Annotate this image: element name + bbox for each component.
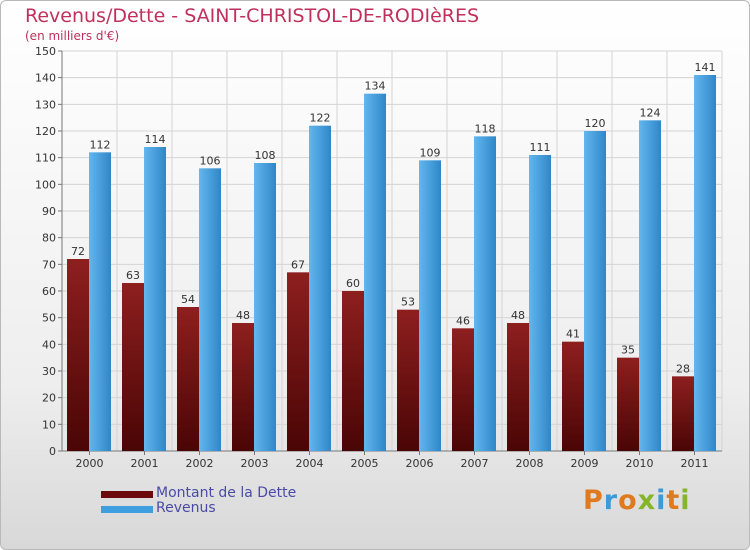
x-tick-label: 2003 [241,457,269,470]
legend-label-dette: Montant de la Dette [156,485,297,501]
bar-dette [562,341,584,451]
legend-swatch-dette [101,491,153,498]
bar-value-label: 114 [145,133,166,146]
x-tick-label: 2008 [516,457,544,470]
x-tick-label: 2002 [186,457,214,470]
proxiti-logo: Proxiti [583,485,691,516]
x-tick-label: 2005 [351,457,379,470]
bar-value-label: 111 [530,141,551,154]
x-tick-label: 2001 [131,457,159,470]
legend-label-revenus: Revenus [156,500,216,516]
y-tick-label: 0 [49,445,56,458]
bar-revenus [694,75,716,451]
bar-value-label: 54 [181,293,195,306]
x-tick-label: 2004 [296,457,324,470]
bar-value-label: 124 [640,106,661,119]
x-tick-label: 2006 [406,457,434,470]
bar-value-label: 46 [456,314,470,327]
bar-dette [232,323,254,451]
bar-revenus [639,120,661,451]
bar-value-label: 60 [346,277,360,290]
bar-dette [342,291,364,451]
y-tick-label: 60 [42,285,56,298]
bar-revenus [364,93,386,452]
y-tick-label: 10 [42,418,56,431]
y-tick-label: 50 [42,312,56,325]
y-tick-label: 20 [42,392,56,405]
bar-revenus [89,152,111,452]
bar-value-label: 28 [676,362,690,375]
y-tick-label: 100 [35,178,56,191]
legend-swatch-revenus [101,506,153,513]
x-tick-label: 2007 [461,457,489,470]
bar-value-label: 35 [621,344,635,357]
bar-dette [122,283,144,451]
y-tick-label: 130 [35,98,56,111]
bar-dette [617,357,639,451]
bar-revenus [529,155,551,451]
y-tick-label: 90 [42,205,56,218]
bar-revenus [254,163,276,451]
bar-value-label: 112 [90,138,111,151]
y-tick-label: 110 [35,152,56,165]
bar-value-label: 63 [126,269,140,282]
y-tick-label: 40 [42,338,56,351]
grid [61,50,723,452]
bar-dette [397,309,419,451]
x-tick-label: 2009 [571,457,599,470]
y-tick-label: 140 [35,72,56,85]
bars [67,75,716,452]
chart-subtitle: (en milliers d'€) [25,29,120,43]
bar-dette [287,272,309,451]
bar-value-label: 118 [475,122,496,135]
axes: 0 10 20 30 40 50 60 70 80 90 100 110 120 130 140 150 200… [35,45,722,470]
data-labels: 72 63 54 48 67 60 53 46 48 41 35 28 112 114 106 108 122 1… [71,61,716,375]
chart-title: Revenus/Dette - SAINT-CHRISTOL-DE-RODIèR… [25,5,480,27]
bar-revenus [584,131,606,451]
bar-dette [507,323,529,451]
bar-value-label: 134 [365,80,386,93]
bar-dette [67,259,89,451]
bar-revenus [309,125,331,452]
bar-value-label: 106 [200,154,221,167]
x-tick-label: 2000 [76,457,104,470]
bar-value-label: 67 [291,258,305,271]
y-tick-label: 70 [42,258,56,271]
bar-value-label: 72 [71,245,85,258]
x-tick-label: 2011 [681,457,709,470]
bar-value-label: 122 [310,112,331,125]
x-tick-label: 2010 [626,457,654,470]
bar-value-label: 109 [420,146,441,159]
bar-value-label: 141 [695,61,716,74]
bar-revenus [474,136,496,452]
bar-value-label: 48 [236,309,250,322]
bar-value-label: 120 [585,117,606,130]
bar-value-label: 48 [511,309,525,322]
bar-value-label: 108 [255,149,276,162]
y-tick-label: 30 [42,365,56,378]
y-tick-label: 120 [35,125,56,138]
bar-dette [452,328,474,451]
bar-revenus [144,147,166,451]
y-tick-label: 80 [42,232,56,245]
bar-dette [177,307,199,451]
bar-revenus [419,160,441,452]
bar-value-label: 41 [566,328,580,341]
bar-revenus [199,168,221,452]
bar-value-label: 53 [401,296,415,309]
bar-dette [672,376,694,451]
y-tick-label: 150 [35,45,56,58]
